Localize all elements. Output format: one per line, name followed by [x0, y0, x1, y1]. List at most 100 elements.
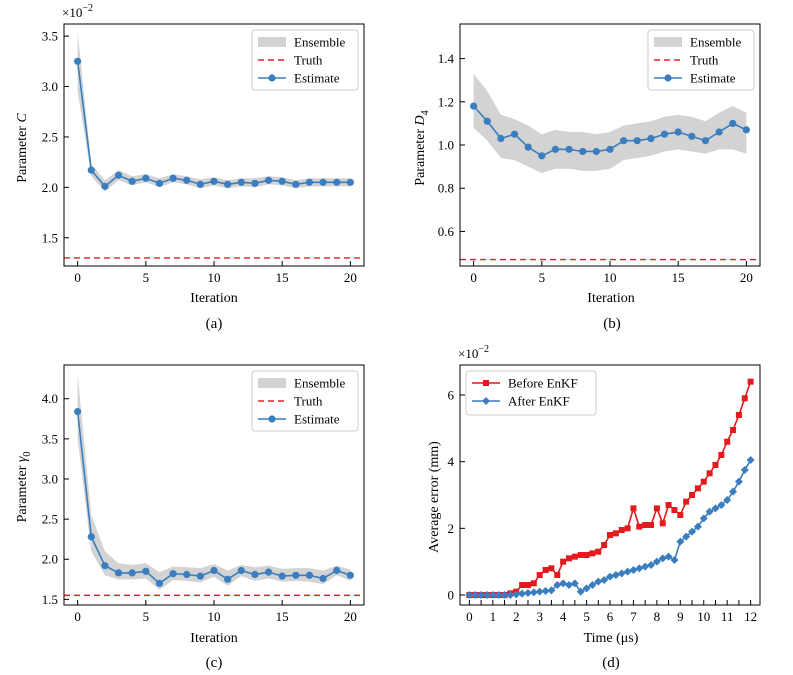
panel-b-plot-area: 0 5 10 15 20 0.6 0.8 1.0 1.2 1.4 Ensemble Truth Esti…	[438, 23, 761, 285]
panel-d-x-tick-label: 8	[654, 609, 661, 624]
panel-d-after-point	[570, 579, 579, 588]
panel-a-estimate-point	[224, 180, 232, 188]
panel-d-before-point	[536, 572, 543, 578]
panel-d-before-point	[524, 582, 531, 588]
panel-d-x-tick-label: 3	[536, 609, 543, 624]
panel-d-after-point	[576, 587, 585, 596]
panel-b-y-tick-label: 1.2	[438, 94, 454, 109]
panel-a-y-axis-title-main: Parameter	[15, 123, 30, 183]
panel-d-after-point	[564, 581, 573, 589]
panel-d-before-point	[595, 548, 602, 555]
panel-b-legend-label: Estimate	[690, 71, 736, 86]
panel-a-x-tick-label: 10	[208, 270, 221, 285]
panel-a-scale-exponent: −2	[82, 3, 93, 14]
panel-d-scale-exponent: −2	[478, 344, 489, 355]
panel-b-estimate-point	[483, 117, 491, 125]
panel-d-after-point	[471, 591, 480, 599]
panel-d-before-point	[659, 520, 666, 527]
panel-c-y-tick-label: 2.5	[42, 512, 58, 527]
panel-a-estimate-point	[101, 182, 109, 190]
panel-b-estimate-point	[674, 128, 682, 136]
panel-c-y-axis-title: Parameter γ0	[15, 452, 33, 523]
panel-c-estimate-point	[142, 567, 150, 575]
panel-c-estimate-point	[183, 570, 191, 579]
panel-d-before-point	[565, 555, 572, 562]
panel-d-after-point	[547, 586, 556, 595]
panel-a-estimate-point	[278, 177, 286, 185]
panel-b-y-axis-title-sub: 4	[420, 110, 431, 115]
panel-c-y-axis-title-main: Parameter	[15, 462, 30, 522]
panel-c: 0 5 10 15 201.52.02.53.03.54.0EnsembleTruthE…	[15, 364, 365, 671]
panel-a-y-axis-title: Parameter C	[15, 113, 30, 183]
panel-c-x-axis-title: Iteration	[190, 631, 237, 646]
panel-d-data-layer	[465, 378, 755, 599]
panel-a-estimate-point	[292, 180, 300, 188]
panel-b-estimate-point	[510, 130, 519, 138]
panel-d-before-point	[730, 427, 737, 433]
panel-c-estimate-point	[128, 569, 136, 577]
panel-d-x-tick-label: 6	[607, 609, 614, 624]
panel-d-after-point	[512, 590, 521, 599]
panel-c-y-axis-title-symbol: γ	[15, 456, 30, 462]
panel-b-x-tick-label: 5	[539, 270, 546, 285]
panel-b-y-tick-label: 0.6	[438, 224, 455, 239]
panel-d-legend-box	[465, 370, 597, 416]
panel-c-estimate-point	[169, 570, 177, 578]
panel-d-before-point	[677, 512, 684, 518]
panel-c-estimate-point	[333, 566, 341, 575]
panel-b-ensemble-band	[473, 73, 747, 174]
panel-a-estimate-point	[74, 57, 82, 65]
panel-b-estimate-point	[524, 143, 532, 151]
panel-d-after-point	[682, 532, 691, 541]
panel-b-x-tick-label: 20	[740, 270, 753, 285]
panel-c-estimate-point	[224, 575, 232, 583]
panel-d-after-point	[617, 569, 626, 578]
panel-d-y-axis-title: Average error (mm)	[427, 441, 442, 553]
panel-c-y-axis-title-sub: 0	[22, 452, 33, 457]
panel-d-before-point	[601, 542, 608, 548]
panel-b-estimate-point	[620, 137, 628, 145]
panel-c-estimate-point	[87, 533, 95, 541]
panel-d-after-point	[500, 591, 509, 599]
panel-a-y-tick-label: 2.0	[42, 180, 58, 195]
panel-b-estimate-point	[497, 134, 505, 143]
panel-c-legend-label: Estimate	[294, 412, 340, 427]
panel-b-estimate-point	[470, 102, 478, 110]
panel-c-legend: Ensemble Truth Estimate	[251, 370, 359, 432]
panel-d-before-point	[653, 505, 660, 512]
panel-a-legend-ensemble-swatch	[258, 37, 286, 47]
panel-d-after-point	[629, 566, 638, 574]
panel-d-x-tick-label: 2	[513, 609, 520, 624]
panel-d-before-point	[589, 550, 596, 557]
panel-d-before-point	[519, 582, 526, 588]
panel-d-after-point	[723, 496, 732, 504]
panel-a-x-tick-label: 15	[276, 270, 289, 285]
panel-a-estimate-point	[114, 171, 123, 179]
panel-b-y-tick-label: 0.8	[438, 181, 454, 196]
panel-c-estimate-point	[74, 407, 82, 416]
panel-d-after-point	[717, 501, 726, 509]
panel-d-after-point	[664, 552, 673, 561]
panel-d-after-point	[494, 591, 503, 599]
panel-c-y-tick-label: 1.5	[42, 592, 58, 607]
panel-d-before-point	[560, 558, 567, 565]
panel-a-legend: Ensemble Truth Estimate	[251, 29, 359, 91]
panel-a-estimate-point	[128, 177, 136, 185]
panel-d-y-tick-label: 6	[448, 388, 455, 403]
panel-d-after-point	[594, 577, 603, 586]
panel-c-plot-area: 0 5 10 15 201.52.02.53.03.54.0EnsembleTruthE…	[42, 364, 365, 624]
panel-d-legend-marker-diamond	[482, 397, 490, 405]
panel-c-data-layer	[64, 374, 364, 597]
panel-d-after-point	[488, 591, 497, 599]
panel-c-estimate-point	[237, 566, 245, 575]
panel-a-y-tick-label: 3.5	[42, 29, 58, 44]
panel-a-estimate-point	[237, 178, 245, 186]
panel-d-before-point	[694, 485, 701, 492]
panel-a-scale-base: ×10	[62, 5, 82, 20]
panel-a-legend-estimate-marker	[268, 74, 276, 82]
panel-b-y-axis-title: Parameter D4	[413, 110, 431, 185]
panel-d-after-point	[740, 466, 749, 474]
panel-a-estimate-point	[305, 178, 314, 186]
panel-a-estimate-point	[155, 179, 164, 187]
